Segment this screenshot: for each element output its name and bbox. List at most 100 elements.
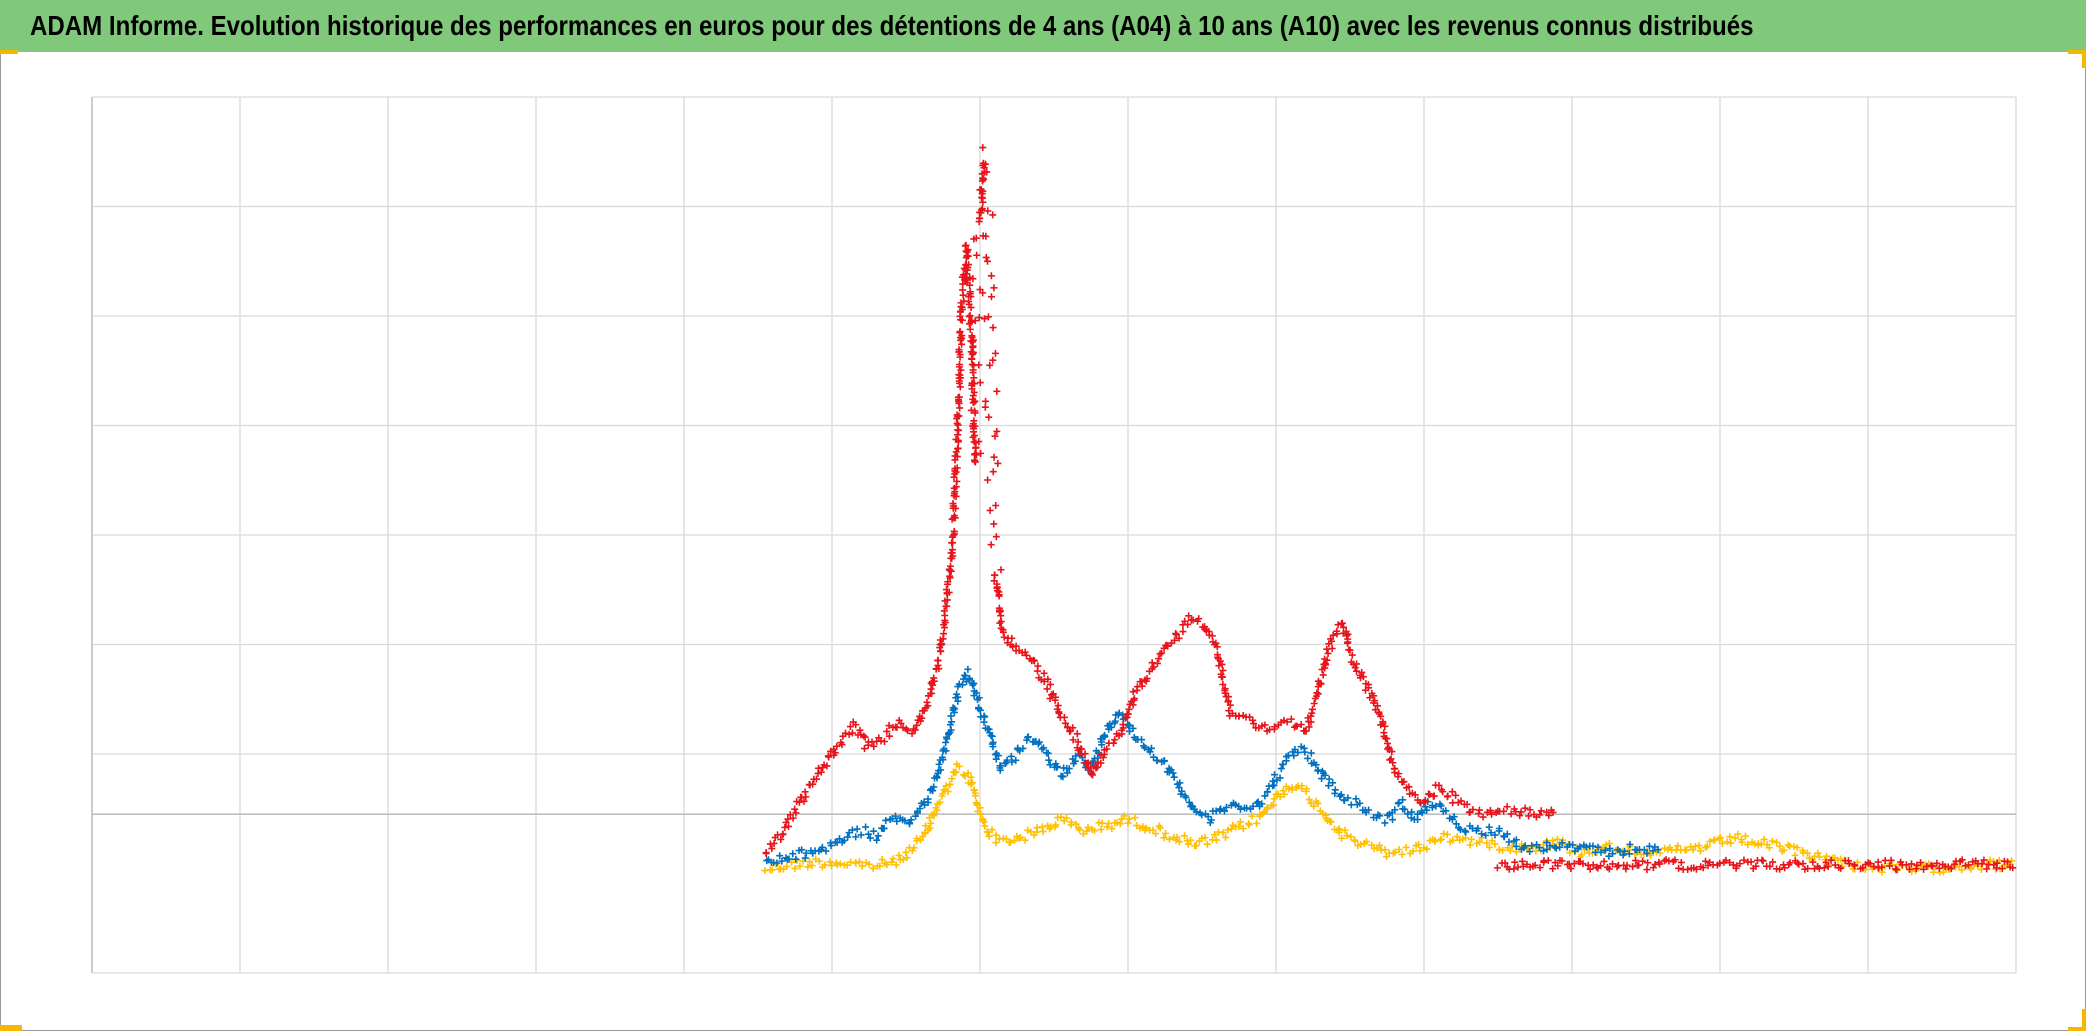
data-point: [1353, 667, 1361, 675]
data-point: [1747, 858, 1755, 866]
data-point: [938, 640, 946, 648]
data-point: [1736, 860, 1744, 868]
data-point: [1703, 842, 1711, 850]
data-point: [1285, 785, 1293, 793]
data-point: [1605, 865, 1613, 873]
data-point: [1426, 790, 1434, 798]
data-point: [992, 755, 1000, 763]
data-point: [1214, 653, 1222, 661]
data-point: [827, 842, 835, 850]
data-point: [1270, 781, 1278, 789]
data-point: [1175, 634, 1183, 642]
data-point: [1503, 803, 1511, 811]
data-point: [1866, 860, 1874, 868]
data-point: [873, 836, 881, 844]
data-point: [942, 747, 950, 755]
data-point: [1516, 812, 1524, 820]
data-point: [1621, 847, 1629, 855]
data-point: [1822, 858, 1830, 866]
data-point: [968, 381, 976, 389]
data-point: [1452, 820, 1460, 828]
data-point: [969, 348, 977, 356]
corner-handle-top-right-v[interactable]: [2082, 50, 2086, 68]
data-point: [1613, 863, 1621, 871]
data-point: [1222, 803, 1230, 811]
data-point: [1126, 727, 1134, 735]
data-point: [989, 468, 997, 476]
data-point: [965, 674, 973, 682]
data-point: [1734, 830, 1742, 838]
data-point: [823, 762, 831, 770]
data-point: [904, 727, 912, 735]
data-point: [768, 866, 776, 874]
data-point: [987, 293, 995, 301]
data-point: [949, 500, 957, 508]
data-point: [1139, 823, 1147, 831]
data-point: [1307, 749, 1315, 757]
data-point: [1228, 825, 1235, 833]
corner-handle-top-right-h[interactable]: [2068, 50, 2086, 54]
data-point: [812, 855, 820, 863]
data-point: [1508, 842, 1516, 850]
data-point: [876, 862, 884, 870]
data-point: [1077, 745, 1085, 753]
data-point: [1741, 832, 1749, 840]
data-point: [1519, 862, 1527, 870]
data-point: [1622, 865, 1630, 873]
data-point: [1487, 829, 1495, 837]
data-point: [1325, 782, 1333, 790]
data-point: [1600, 857, 1608, 865]
data-point: [1411, 791, 1419, 799]
data-point: [800, 797, 808, 805]
data-point: [1033, 824, 1041, 832]
corner-handle-bottom-left[interactable]: [0, 1025, 22, 1031]
data-point: [1293, 722, 1301, 730]
data-point: [1184, 840, 1192, 848]
data-point: [1078, 754, 1086, 762]
data-point: [1831, 861, 1839, 869]
data-point: [1261, 792, 1269, 800]
data-point: [964, 665, 972, 673]
data-point: [913, 721, 921, 729]
data-point: [943, 735, 951, 743]
data-point: [1549, 865, 1557, 873]
data-point: [957, 366, 965, 374]
data-point: [1365, 684, 1373, 692]
corner-handle-bottom-right-h[interactable]: [2068, 1027, 2086, 1031]
data-point: [855, 858, 863, 866]
data-point: [779, 830, 787, 838]
data-point: [939, 790, 947, 798]
data-point: [1280, 716, 1288, 724]
data-point: [1605, 852, 1613, 860]
data-point: [975, 314, 983, 322]
data-point: [1217, 805, 1225, 813]
data-point: [1706, 837, 1714, 845]
data-point: [957, 316, 965, 324]
data-point: [921, 828, 929, 836]
data-point: [1491, 840, 1499, 848]
corner-handle-bottom-right-v[interactable]: [2082, 1009, 2086, 1031]
data-point: [1415, 840, 1423, 848]
data-point: [1404, 810, 1412, 818]
data-point: [1270, 795, 1278, 803]
data-point: [1677, 858, 1685, 866]
data-point: [1111, 736, 1119, 744]
data-point: [993, 587, 1001, 595]
data-point: [1428, 801, 1436, 809]
data-point: [984, 476, 992, 484]
data-point: [1479, 813, 1487, 821]
data-point: [1022, 651, 1030, 659]
data-point: [989, 356, 997, 364]
data-point: [1104, 820, 1112, 828]
data-point: [1338, 834, 1346, 842]
data-point: [973, 251, 981, 259]
data-point: [1699, 864, 1707, 872]
data-point: [1153, 756, 1161, 764]
data-point: [1253, 819, 1260, 827]
data-point: [901, 817, 909, 825]
corner-handle-top-left[interactable]: [0, 50, 18, 54]
data-point: [1248, 812, 1256, 820]
data-point: [1110, 739, 1118, 747]
data-point: [1045, 756, 1053, 764]
data-point: [981, 403, 989, 411]
